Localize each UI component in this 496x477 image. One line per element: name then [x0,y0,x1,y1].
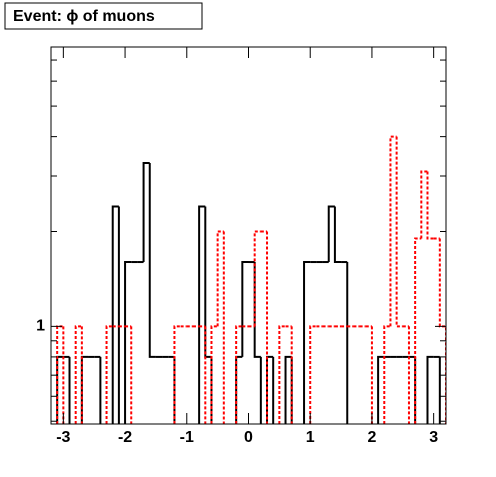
histogram-bin [124,261,132,424]
histogram-bin [198,205,206,424]
histogram-bin [173,325,181,424]
histogram-bin [327,205,335,263]
histogram-bin [241,261,249,357]
histogram-bin [99,356,102,424]
histogram-bin [117,206,120,424]
histogram-bin [383,325,391,424]
histogram-bin [420,170,428,239]
histogram-bin [414,237,422,424]
histogram-bin [426,171,434,240]
y-tick-label: 1 [36,318,45,335]
histogram-bin [278,325,286,424]
histogram-bin [259,356,262,424]
histogram-bin [148,162,156,358]
histogram-bin [105,325,113,424]
histogram-bin [62,326,65,424]
histogram-bin [370,326,373,424]
histogram-bin [74,325,82,424]
title-box [4,2,203,30]
histogram-bin [222,231,225,424]
histogram-bin [111,205,119,424]
histogram-bin [407,326,410,424]
histogram-bin [80,326,83,424]
x-tick-label: 1 [306,429,315,446]
histogram-bin [377,355,385,424]
histogram-bin [426,355,434,424]
histogram-bin [346,262,349,424]
chart-title: Event: ϕ of muons [13,8,155,25]
x-tick-label: 0 [244,429,253,446]
histogram-bin [309,325,317,424]
histogram-bin [130,326,133,424]
histogram-bin [253,230,261,327]
histogram-bin [284,355,292,424]
histogram-bin [272,356,275,424]
histogram-bin [438,356,441,424]
histogram-bin [210,325,218,424]
histogram-bin [204,326,207,424]
histogram-bin [303,261,311,424]
histogram-bin [142,161,150,263]
x-tick-label: 3 [429,429,438,446]
histogram-bin [235,325,243,424]
plot-area [56,135,446,424]
x-tick-label: -3 [56,429,70,446]
x-tick-label: 2 [367,429,376,446]
histogram-bin [333,206,342,264]
x-tick-label: -2 [118,429,132,446]
x-tick-label: -1 [180,429,194,446]
histogram-bin [266,231,269,424]
histogram-bin [290,326,293,424]
histogram-bin [68,356,71,424]
histogram-bin [216,230,224,327]
